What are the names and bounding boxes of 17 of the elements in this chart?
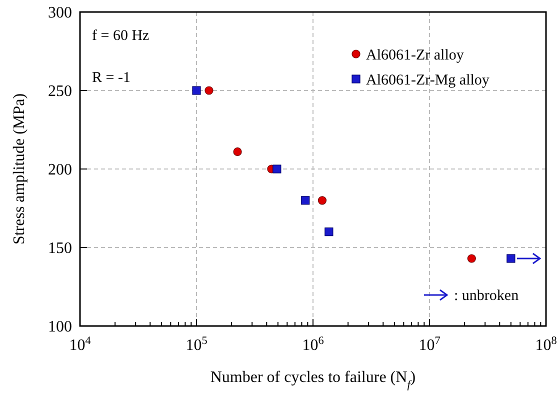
annotation: : unbroken	[454, 288, 520, 304]
y-tick-label: 150	[48, 240, 72, 258]
x-tick-label: 10$^{5}$	[186, 335, 208, 354]
x-tick-label: 10$^{7}$	[418, 335, 441, 354]
x-tick-label: 10$^{8}$	[535, 335, 558, 354]
legend-label: Al6061-Zr-Mg alloy	[366, 72, 490, 88]
y-tick-label: 100	[48, 318, 72, 336]
legend-label: Al6061-Zr alloy	[366, 47, 464, 64]
y-axis-title: Stress amplitude (MPa)	[11, 93, 28, 245]
annotation: R = -1	[92, 70, 130, 86]
x-axis-title: Number of cycles to failure (N$_{f}$)	[210, 369, 416, 391]
y-tick-label: 200	[48, 162, 72, 179]
x-tick-label: 10$^{6}$	[302, 335, 324, 354]
y-tick-label: 250	[48, 83, 72, 100]
annotation: f = 60 Hz	[92, 28, 150, 44]
y-tick-label: 300	[48, 4, 72, 22]
x-tick-label: 10$^{4}$	[69, 335, 92, 354]
